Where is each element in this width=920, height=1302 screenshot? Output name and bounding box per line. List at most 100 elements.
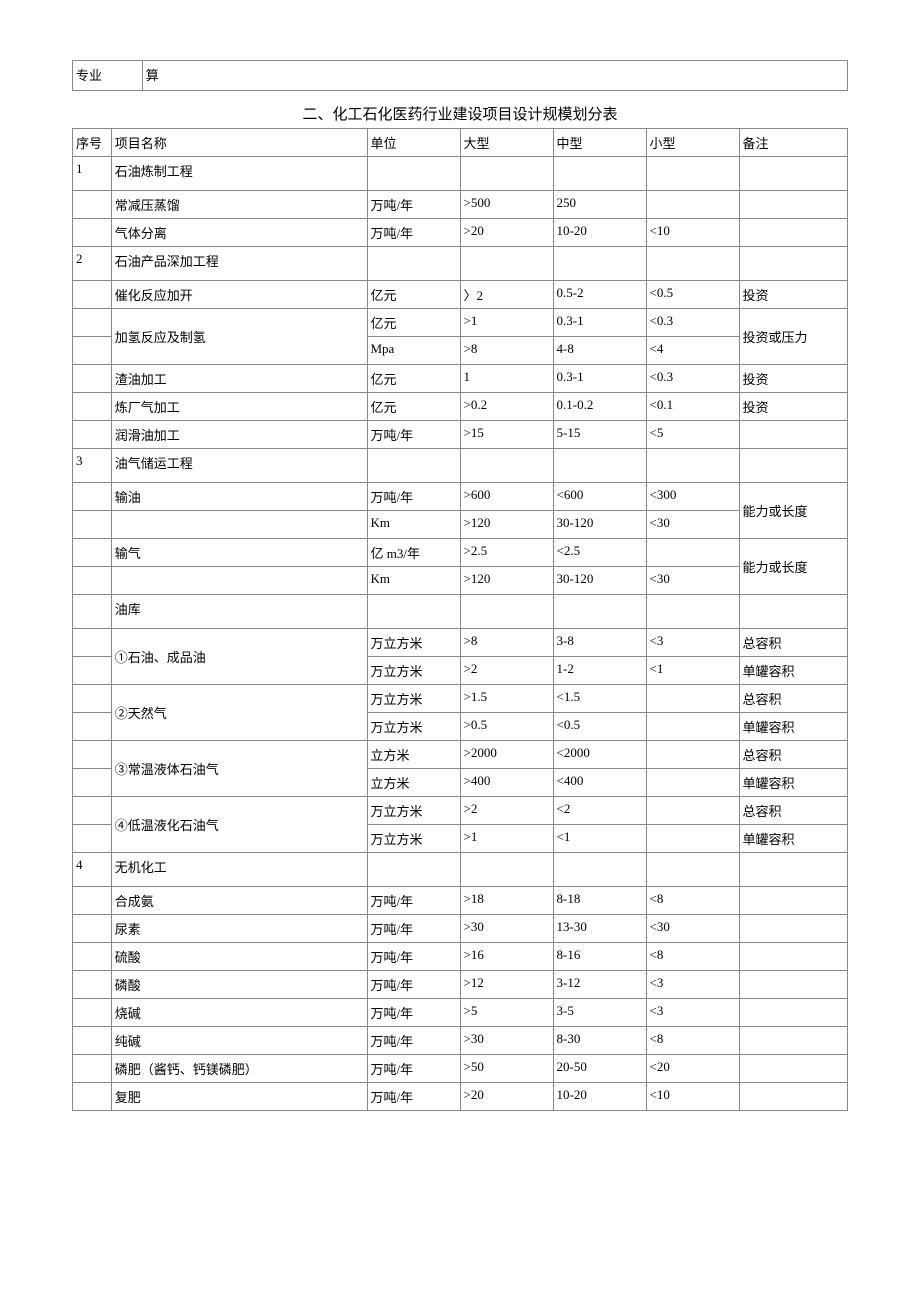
table-cell-large: >30 bbox=[460, 1027, 553, 1055]
table-cell-name: 石油炼制工程 bbox=[111, 157, 367, 191]
table-cell-medium: 8-18 bbox=[553, 887, 646, 915]
table-cell-large: >120 bbox=[460, 567, 553, 595]
table-cell-medium: 1-2 bbox=[553, 657, 646, 685]
table-cell-large: >20 bbox=[460, 1083, 553, 1111]
table-cell-note bbox=[739, 157, 848, 191]
table-cell-name: 磷酸 bbox=[111, 971, 367, 999]
table-cell-seq bbox=[73, 483, 112, 511]
table-cell-name: 石油产品深加工程 bbox=[111, 247, 367, 281]
table-cell-small: <0.1 bbox=[646, 393, 739, 421]
table-cell-note bbox=[739, 853, 848, 887]
table-cell-seq bbox=[73, 511, 112, 539]
table-cell-name: 催化反应加开 bbox=[111, 281, 367, 309]
table-cell-seq: 2 bbox=[73, 247, 112, 281]
table-cell-unit: Km bbox=[367, 511, 460, 539]
table-cell-medium: 0.3-1 bbox=[553, 309, 646, 337]
table-cell-name: 无机化工 bbox=[111, 853, 367, 887]
table-cell-small: <1 bbox=[646, 657, 739, 685]
table-cell-large: >20 bbox=[460, 219, 553, 247]
table-cell-note bbox=[739, 971, 848, 999]
table-cell-medium: 5-15 bbox=[553, 421, 646, 449]
table-cell-name: 复肥 bbox=[111, 1083, 367, 1111]
table-cell-unit bbox=[367, 247, 460, 281]
table-cell-small: <10 bbox=[646, 1083, 739, 1111]
table-cell-small: <0.5 bbox=[646, 281, 739, 309]
header-unit: 单位 bbox=[367, 129, 460, 157]
table-cell-unit bbox=[367, 157, 460, 191]
table-cell-note bbox=[739, 1083, 848, 1111]
table-cell-small: <10 bbox=[646, 219, 739, 247]
table-cell-note bbox=[739, 999, 848, 1027]
table-cell-name bbox=[111, 567, 367, 595]
table-cell-name: ③常温液体石油气 bbox=[111, 741, 367, 797]
table-cell-note: 总容积 bbox=[739, 629, 848, 657]
table-cell-small: <30 bbox=[646, 915, 739, 943]
table-cell-note: 投资或压力 bbox=[739, 309, 848, 365]
table-cell-large: >120 bbox=[460, 511, 553, 539]
table-cell-medium: 20-50 bbox=[553, 1055, 646, 1083]
table-cell-unit: 万吨/年 bbox=[367, 971, 460, 999]
table-cell-seq bbox=[73, 887, 112, 915]
table-cell-unit: 立方米 bbox=[367, 741, 460, 769]
table-cell-large: >0.5 bbox=[460, 713, 553, 741]
header-medium: 中型 bbox=[553, 129, 646, 157]
table-cell-unit: 万吨/年 bbox=[367, 1055, 460, 1083]
table-cell-note: 总容积 bbox=[739, 797, 848, 825]
table-cell-unit: 万立方米 bbox=[367, 685, 460, 713]
table-cell-name: ①石油、成品油 bbox=[111, 629, 367, 685]
table-cell-seq bbox=[73, 421, 112, 449]
table-cell-small: <4 bbox=[646, 337, 739, 365]
table-cell-note bbox=[739, 191, 848, 219]
table-cell-large: >18 bbox=[460, 887, 553, 915]
table-cell-large: >600 bbox=[460, 483, 553, 511]
table-cell-unit: 万吨/年 bbox=[367, 219, 460, 247]
table-cell-unit: 万立方米 bbox=[367, 657, 460, 685]
table-cell-seq bbox=[73, 943, 112, 971]
table-cell-seq bbox=[73, 365, 112, 393]
table-cell-medium: <0.5 bbox=[553, 713, 646, 741]
table-cell-large bbox=[460, 247, 553, 281]
table-cell-name: 输油 bbox=[111, 483, 367, 511]
top-table: 专业 算 bbox=[72, 60, 848, 91]
table-cell-small bbox=[646, 191, 739, 219]
table-cell-name: 磷肥（酱钙、钙镁磷肥） bbox=[111, 1055, 367, 1083]
table-cell-seq bbox=[73, 1055, 112, 1083]
table-cell-note: 单罐容积 bbox=[739, 825, 848, 853]
table-cell-unit: 万立方米 bbox=[367, 629, 460, 657]
main-table: 序号项目名称单位大型中型小型备注1石油炼制工程常减压蒸馏万吨/年>500250气… bbox=[72, 128, 848, 1111]
table-cell-small bbox=[646, 449, 739, 483]
table-cell-note: 投资 bbox=[739, 365, 848, 393]
table-cell-medium: <400 bbox=[553, 769, 646, 797]
table-cell-note: 单罐容积 bbox=[739, 769, 848, 797]
table-cell-small bbox=[646, 539, 739, 567]
table-cell-name: 油气储运工程 bbox=[111, 449, 367, 483]
table-cell-medium bbox=[553, 247, 646, 281]
table-cell-medium bbox=[553, 157, 646, 191]
table-cell-unit bbox=[367, 449, 460, 483]
header-name: 项目名称 bbox=[111, 129, 367, 157]
table-cell-unit: 亿元 bbox=[367, 309, 460, 337]
table-cell-name: 油库 bbox=[111, 595, 367, 629]
table-cell-unit: 万吨/年 bbox=[367, 191, 460, 219]
table-cell-small: <0.3 bbox=[646, 309, 739, 337]
table-cell-large: >50 bbox=[460, 1055, 553, 1083]
table-cell-small: <30 bbox=[646, 511, 739, 539]
table-cell-unit: 万吨/年 bbox=[367, 915, 460, 943]
table-cell-note bbox=[739, 595, 848, 629]
table-cell-name: 渣油加工 bbox=[111, 365, 367, 393]
table-cell-unit: 万吨/年 bbox=[367, 1083, 460, 1111]
table-cell-seq bbox=[73, 567, 112, 595]
table-cell-name: 烧碱 bbox=[111, 999, 367, 1027]
top-cell-1: 专业 bbox=[73, 61, 143, 91]
table-cell-seq: 3 bbox=[73, 449, 112, 483]
table-cell-medium: <1 bbox=[553, 825, 646, 853]
table-cell-name: 纯碱 bbox=[111, 1027, 367, 1055]
table-cell-small: <3 bbox=[646, 999, 739, 1027]
table-cell-large: >1 bbox=[460, 309, 553, 337]
table-cell-seq: 4 bbox=[73, 853, 112, 887]
header-seq: 序号 bbox=[73, 129, 112, 157]
table-cell-unit: 万吨/年 bbox=[367, 1027, 460, 1055]
table-cell-large: >8 bbox=[460, 629, 553, 657]
header-note: 备注 bbox=[739, 129, 848, 157]
table-cell-seq bbox=[73, 713, 112, 741]
